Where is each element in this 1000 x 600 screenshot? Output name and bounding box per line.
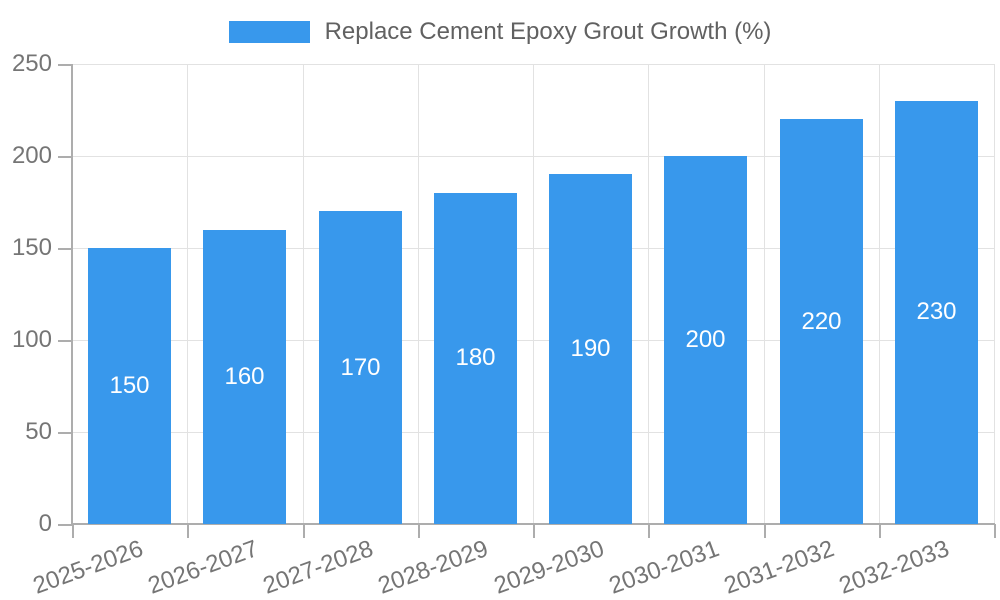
y-axis-tick: [58, 524, 72, 526]
bar-value-label: 180: [455, 344, 496, 371]
y-axis-tick: [58, 248, 72, 250]
x-axis-tick: [994, 524, 996, 538]
x-axis-tick: [764, 524, 766, 538]
y-tick-label: 50: [25, 418, 52, 445]
bar[interactable]: [895, 101, 978, 524]
x-axis-line: [71, 523, 995, 525]
x-tick-label: 2027-2028: [259, 535, 377, 600]
legend-label: Replace Cement Epoxy Grout Growth (%): [324, 18, 772, 45]
bar-value-label: 160: [224, 363, 265, 390]
legend-swatch: [228, 21, 310, 43]
x-tick-label: 2026-2027: [144, 535, 262, 600]
y-axis-line: [71, 64, 73, 524]
gridline-vertical: [764, 64, 765, 524]
x-axis-tick: [187, 524, 189, 538]
y-tick-label: 200: [11, 142, 52, 169]
gridline-vertical: [879, 64, 880, 524]
x-tick-label: 2029-2030: [490, 535, 608, 600]
gridline-vertical: [648, 64, 649, 524]
x-axis-tick: [879, 524, 881, 538]
gridline-vertical: [187, 64, 188, 524]
bar-value-label: 150: [109, 372, 150, 399]
x-tick-label: 2028-2029: [374, 535, 492, 600]
bar-value-label: 170: [340, 354, 381, 381]
bar-value-label: 190: [570, 335, 611, 362]
x-axis-tick: [648, 524, 650, 538]
gridline-vertical: [994, 64, 995, 524]
x-tick-label: 2030-2031: [605, 535, 723, 600]
bar[interactable]: [664, 156, 747, 524]
bar[interactable]: [88, 248, 171, 524]
bar-value-label: 200: [685, 326, 726, 353]
x-axis-tick: [418, 524, 420, 538]
bar-value-label: 220: [801, 308, 842, 335]
x-axis-tick: [303, 524, 305, 538]
y-axis-tick: [58, 156, 72, 158]
y-tick-label: 250: [11, 50, 52, 77]
bar[interactable]: [203, 230, 286, 524]
x-tick-label: 2025-2026: [29, 535, 147, 600]
x-axis-tick: [72, 524, 74, 538]
y-axis-tick: [58, 64, 72, 66]
y-axis-tick: [58, 432, 72, 434]
y-tick-label: 150: [11, 234, 52, 261]
bar[interactable]: [780, 119, 863, 524]
gridline-vertical: [418, 64, 419, 524]
bar[interactable]: [549, 174, 632, 524]
legend[interactable]: Replace Cement Epoxy Grout Growth (%): [0, 10, 1000, 54]
bar[interactable]: [434, 193, 517, 524]
gridline-vertical: [533, 64, 534, 524]
x-axis-tick: [533, 524, 535, 538]
gridline-vertical: [303, 64, 304, 524]
y-axis-tick: [58, 340, 72, 342]
x-tick-label: 2032-2033: [835, 535, 953, 600]
bar-value-label: 230: [916, 298, 957, 325]
bar[interactable]: [319, 211, 402, 524]
x-tick-label: 2031-2032: [720, 535, 838, 600]
y-tick-label: 100: [11, 326, 52, 353]
y-tick-label: 0: [38, 510, 52, 537]
